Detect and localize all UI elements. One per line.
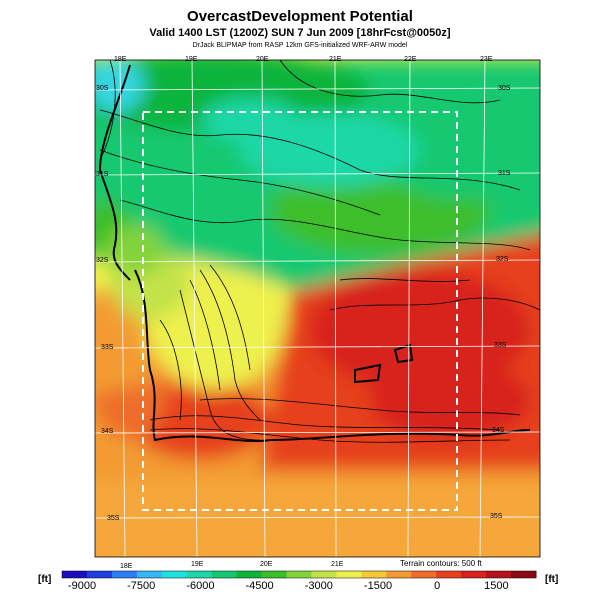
lat-label-right: 35S (490, 513, 503, 520)
lat-label-right: 30S (498, 85, 511, 92)
lat-label-left: 34S (101, 428, 114, 435)
colorbar-unit-left: [ft] (38, 574, 52, 585)
lat-label-left: 33S (101, 344, 114, 351)
colorbar-swatch (386, 571, 412, 578)
lat-label-right: 34S (492, 427, 505, 434)
lon-label-top: 21E (329, 56, 342, 63)
colorbar-unit-right: [ft] (545, 574, 559, 585)
colorbar-tick-label: 1500 (484, 580, 509, 592)
colorbar-swatch (261, 571, 288, 578)
map-frame (94, 59, 541, 558)
colorbar-swatch (411, 571, 437, 578)
lon-label-bottom: 20E (260, 561, 273, 568)
colorbar-swatch (111, 571, 138, 578)
colorbar-swatch (461, 571, 487, 578)
model-credit: DrJack BLIPMAP from RASP 12km GFS-initia… (192, 42, 408, 49)
colorbar-swatch (136, 571, 163, 578)
colorbar-swatch (436, 571, 462, 578)
colorbar-tick-label: 0 (434, 580, 441, 592)
colorbar-swatch (236, 571, 263, 578)
lat-label-left: 35S (107, 515, 120, 522)
colorbar-swatch (311, 571, 337, 578)
colorbar-tick-label: -4500 (245, 580, 274, 592)
colorbar-swatch (161, 571, 188, 578)
lat-label-left: 31S (96, 171, 109, 178)
terrain-contours-note: Terrain contours: 500 ft (400, 559, 482, 568)
colorbar-swatch (511, 571, 537, 578)
colorbar-tick-label: -6000 (186, 580, 215, 592)
colorbar-frame (61, 570, 537, 579)
colorbar-tick-label: -3000 (304, 580, 333, 592)
lat-label-right: 32S (496, 256, 509, 263)
colorbar-swatch (211, 571, 238, 578)
lon-label-top: 18E (114, 56, 127, 63)
colorbar-tick-label: -9000 (67, 580, 97, 592)
lon-label-top: 22E (404, 56, 417, 63)
colorbar-swatch (336, 571, 362, 578)
lat-label-right: 31S (498, 170, 511, 177)
lon-label-top: 20E (256, 56, 269, 63)
colorbar-tick-label: -1500 (363, 580, 393, 592)
lat-lon-grid (95, 60, 540, 557)
terrain-contours (99, 60, 540, 443)
lat-label-right: 33S (494, 342, 507, 349)
lon-label-bottom: 19E (191, 561, 204, 568)
colorbar-swatch (486, 571, 512, 578)
colorbar-swatch (361, 571, 387, 578)
lon-label-top: 23E (480, 56, 493, 63)
colorbar (61, 570, 537, 579)
lat-label-left: 30S (96, 85, 109, 92)
lon-label-bottom: 21E (331, 561, 344, 568)
lon-label-bottom: 18E (120, 563, 133, 570)
colorbar-tick-label: -7500 (127, 580, 156, 592)
map-title: OvercastDevelopment Potential (187, 8, 413, 25)
lat-label-left: 32S (96, 257, 109, 264)
inner-domain-box (142, 111, 458, 511)
colorbar-swatch (286, 571, 312, 578)
colorbar-swatch (186, 571, 213, 578)
colorbar-swatch (62, 571, 88, 578)
coastline (98, 64, 531, 443)
lon-label-top: 19E (185, 56, 198, 63)
valid-time: Valid 1400 LST (1200Z) SUN 7 Jun 2009 [1… (149, 27, 451, 39)
map-field (95, 60, 540, 557)
colorbar-swatch (86, 571, 113, 578)
